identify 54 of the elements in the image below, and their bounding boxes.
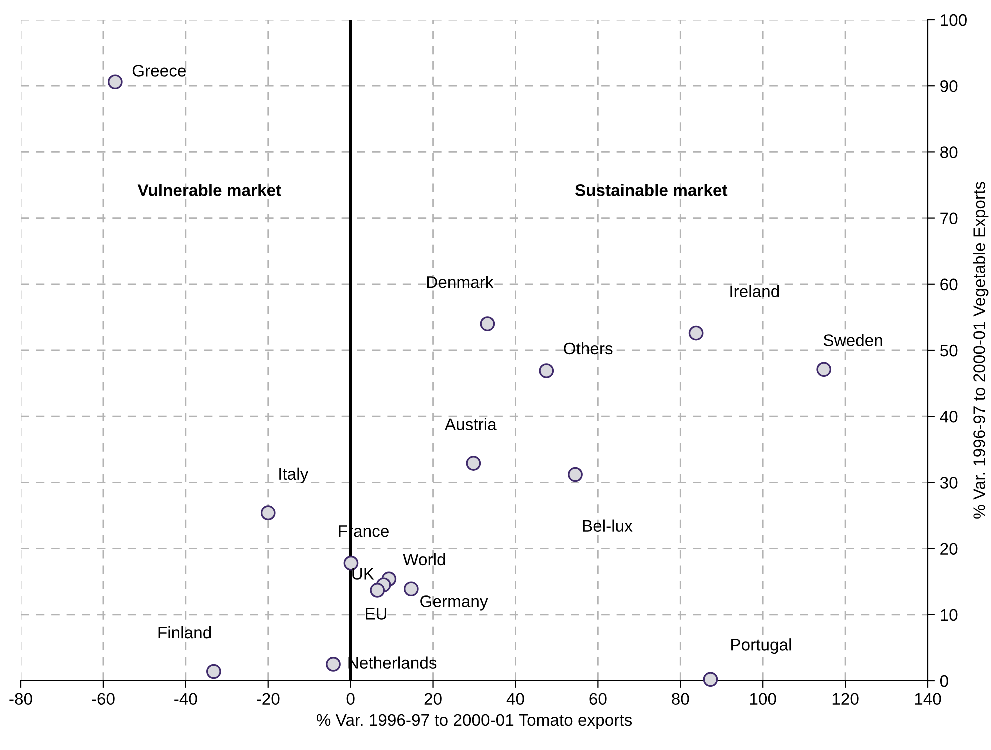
y-tick-label: 90 [940,80,958,92]
data-label: EU [366,608,387,620]
y-tick-label: 100 [941,14,967,26]
y-tick-label: 10 [941,609,958,622]
x-tick-label: 60 [590,693,607,706]
y-tick-label: 30 [940,477,958,489]
y-axis-title: % Var. 1996-97 to 2000-01 Vegetable Exports [973,182,989,519]
data-label: Greece [132,65,186,77]
point [108,74,123,90]
point [404,582,419,597]
data-label: Portugal [732,638,792,654]
y-tick-label: 70 [940,212,958,225]
data-label: Bel-lux [583,520,633,532]
data-label: Austria [444,418,497,431]
point [480,316,496,332]
x-tick-label: 100 [750,693,776,706]
point [466,456,482,471]
point [568,467,583,482]
point [539,364,554,378]
y-tick-label: 40 [940,411,958,423]
x-tick-label: 40 [506,693,524,706]
data-label: Finland [158,626,212,639]
x-tick-label: 20 [424,693,442,706]
annotation: Vulnerable market [138,184,282,196]
x-tick-label: -60 [92,693,115,706]
point [260,506,276,521]
x-tick-label: 140 [915,693,942,706]
x-tick-label: 80 [672,693,690,706]
x-tick-label: -40 [174,693,198,706]
y-tick-label: 50 [940,344,958,357]
data-label: Sweden [824,334,882,346]
data-label: Germany [420,596,488,611]
data-label: Italy [280,468,309,484]
point [206,664,222,680]
point [688,326,704,341]
x-tick-label: -20 [257,693,280,706]
y-tick-label: 60 [940,278,958,291]
annotation: Sustainable market [575,184,728,196]
x-tick-label: 0 [346,693,355,706]
y-tick-label: 80 [940,146,958,158]
data-label: UK [352,568,374,580]
point [703,672,718,688]
point [816,362,832,378]
point [326,657,341,672]
data-label: Others [564,342,613,355]
data-label: World [403,553,446,566]
x-tick-label: -80 [10,693,32,706]
data-label: Ireland [730,285,780,298]
point [370,583,386,598]
y-tick-label: 0 [940,675,948,688]
x-axis-title: % Var. 1996-97 to 2000-01 Tomato exports [316,714,632,730]
y-tick-label: 20 [940,543,958,556]
data-label: Denmark [427,276,494,288]
x-tick-label: 120 [832,693,859,706]
